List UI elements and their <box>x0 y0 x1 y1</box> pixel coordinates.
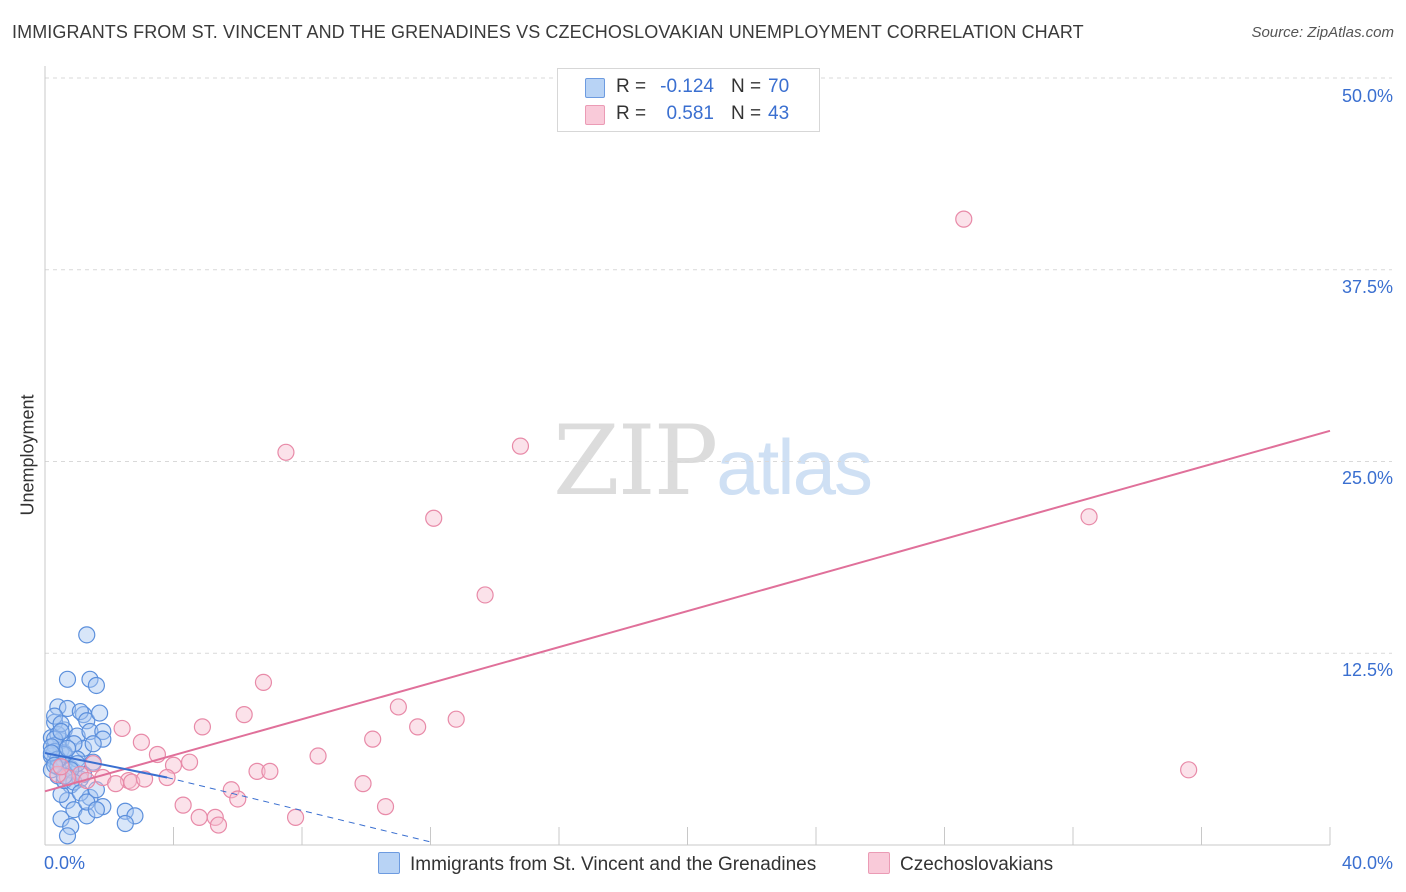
point-blue <box>84 735 102 753</box>
point-blue <box>78 807 96 825</box>
point-pink <box>132 733 150 751</box>
point-pink <box>364 730 382 748</box>
point-blue <box>58 791 77 810</box>
point-blue <box>116 814 134 833</box>
point-blue <box>46 756 64 774</box>
point-blue <box>62 817 80 836</box>
trendline-blue-extended <box>166 777 431 843</box>
bottom-legend-swatch-blue <box>378 852 400 874</box>
point-pink <box>277 443 295 461</box>
point-pink <box>248 762 266 780</box>
legend-n-label: N = <box>731 103 762 124</box>
axis-layer <box>44 66 1331 846</box>
point-blue <box>116 802 134 820</box>
y-axis-label: Unemployment <box>17 394 38 516</box>
point-pink <box>511 437 530 455</box>
point-blue <box>58 827 77 845</box>
bottom-legend-label-blue: Immigrants from St. Vincent and the Gren… <box>410 854 817 875</box>
legend-r-label: R = <box>616 103 647 124</box>
point-pink <box>1180 761 1198 779</box>
correlation-legend: R = -0.124 N = 70 R = 0.581 N = 43 <box>557 68 820 132</box>
point-pink <box>229 790 247 808</box>
point-pink <box>180 753 199 771</box>
legend-swatch-pink <box>585 105 605 125</box>
point-pink <box>135 770 154 788</box>
point-blue <box>71 702 89 721</box>
point-blue <box>52 722 70 741</box>
point-pink <box>1080 508 1098 526</box>
point-blue <box>58 699 77 718</box>
y-tick-50: 50.0% <box>1341 86 1393 106</box>
point-blue <box>87 801 106 819</box>
point-pink <box>447 710 465 728</box>
y-tick-25: 25.0% <box>1341 468 1393 488</box>
legend-r-value: 0.581 <box>666 103 714 124</box>
point-pink <box>254 673 273 691</box>
point-pink <box>955 210 973 228</box>
point-pink <box>193 718 212 736</box>
point-pink <box>389 698 407 716</box>
series-pink-points <box>49 210 1198 834</box>
source-label: Source: ZipAtlas.com <box>1251 24 1394 41</box>
bottom-legend-blue: Immigrants from St. Vincent and the Gren… <box>378 852 816 876</box>
bottom-legend-label-pink: Czechoslovakians <box>900 854 1054 875</box>
point-blue <box>78 626 96 644</box>
chart-title: IMMIGRANTS FROM ST. VINCENT AND THE GREN… <box>12 22 1084 42</box>
point-pink <box>354 775 372 793</box>
point-pink <box>190 808 208 826</box>
legend-swatch-blue <box>585 78 605 98</box>
point-pink <box>123 773 141 791</box>
watermark-zip: ZIP <box>553 405 718 517</box>
legend-n-value: 70 <box>768 76 790 97</box>
point-blue <box>87 676 106 695</box>
point-pink <box>409 718 427 736</box>
legend-row-blue: R = -0.124 N = 70 <box>558 74 819 102</box>
point-blue <box>91 704 109 722</box>
point-blue <box>78 712 96 730</box>
series-blue-points <box>42 626 144 845</box>
point-blue <box>81 670 99 688</box>
legend-r-label: R = <box>616 76 647 97</box>
x-tick-min: 0.0% <box>44 853 86 873</box>
point-pink <box>235 706 253 724</box>
point-pink <box>286 808 305 826</box>
trend-layer <box>44 429 1331 843</box>
point-pink <box>209 816 228 834</box>
x-tick-max: 40.0% <box>1341 853 1393 873</box>
point-blue <box>94 730 112 748</box>
point-pink <box>425 509 443 527</box>
y-tick-37-5: 37.5% <box>1341 277 1393 297</box>
point-pink <box>476 586 494 604</box>
legend-n-label: N = <box>731 76 762 97</box>
grid-layer <box>45 77 1392 654</box>
point-pink <box>71 765 89 784</box>
watermark: ZIPatlas <box>553 405 873 517</box>
bottom-legend-swatch-pink <box>868 852 890 874</box>
point-pink <box>113 719 131 738</box>
point-blue <box>58 670 77 688</box>
bottom-legend-pink: Czechoslovakians <box>868 852 1053 876</box>
point-blue <box>58 739 77 757</box>
legend-row-pink: R = 0.581 N = 43 <box>558 101 819 129</box>
legend-n-value: 43 <box>768 103 790 124</box>
point-pink <box>107 775 125 793</box>
legend-r-value: -0.124 <box>660 76 714 97</box>
point-pink <box>261 762 279 780</box>
trendline-pink <box>44 429 1331 793</box>
point-pink <box>376 798 395 816</box>
point-pink <box>174 796 192 814</box>
point-pink <box>309 747 327 765</box>
y-tick-12-5: 12.5% <box>1341 660 1393 680</box>
trendline-blue <box>44 751 168 779</box>
watermark-atlas: atlas <box>716 423 873 511</box>
point-pink <box>52 758 70 776</box>
